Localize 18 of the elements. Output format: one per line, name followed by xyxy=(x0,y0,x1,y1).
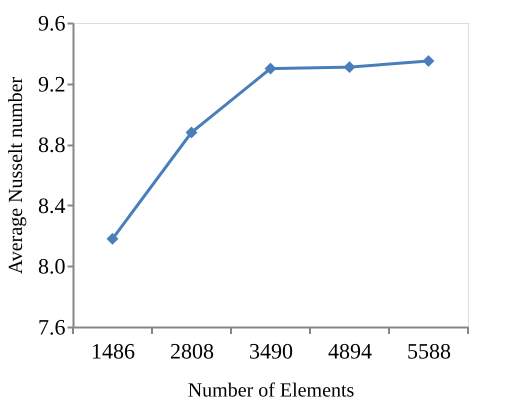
y-tick-label: 9.2 xyxy=(38,71,66,96)
y-tick-label: 9.6 xyxy=(38,10,66,36)
point xyxy=(264,62,276,75)
y-tick-label: 8.4 xyxy=(38,192,66,218)
x-tick-label: 5588 xyxy=(407,338,451,364)
point xyxy=(422,55,434,67)
point xyxy=(106,232,118,245)
y-tick-label: 8.0 xyxy=(38,254,66,279)
x-tick-label: 2808 xyxy=(170,338,214,364)
y-axis-title: Average Nusselt number xyxy=(5,76,27,274)
x-tick-label: 3490 xyxy=(249,338,293,364)
y-tick-label: 7.6 xyxy=(38,314,66,340)
point xyxy=(344,61,356,73)
x-axis-title: Number of Elements xyxy=(188,380,355,402)
point xyxy=(186,126,198,138)
x-tick-label: 1486 xyxy=(91,338,135,364)
y-tick-label: 8.8 xyxy=(38,132,66,158)
x-tick-label: 4894 xyxy=(328,338,372,364)
